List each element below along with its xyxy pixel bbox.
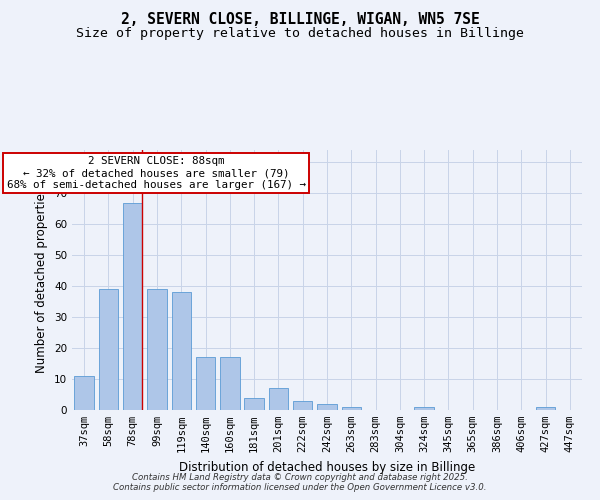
Text: Contains HM Land Registry data © Crown copyright and database right 2025.
Contai: Contains HM Land Registry data © Crown c… <box>113 473 487 492</box>
Bar <box>244 398 264 410</box>
Text: Size of property relative to detached houses in Billinge: Size of property relative to detached ho… <box>76 28 524 40</box>
Bar <box>269 388 288 410</box>
Bar <box>341 407 361 410</box>
Bar <box>220 358 239 410</box>
Bar <box>415 407 434 410</box>
Bar <box>536 407 555 410</box>
Bar <box>99 290 118 410</box>
Text: 2, SEVERN CLOSE, BILLINGE, WIGAN, WN5 7SE: 2, SEVERN CLOSE, BILLINGE, WIGAN, WN5 7S… <box>121 12 479 28</box>
Bar <box>74 376 94 410</box>
Text: 2 SEVERN CLOSE: 88sqm
← 32% of detached houses are smaller (79)
68% of semi-deta: 2 SEVERN CLOSE: 88sqm ← 32% of detached … <box>7 156 305 190</box>
Y-axis label: Number of detached properties: Number of detached properties <box>35 187 49 373</box>
Bar <box>196 358 215 410</box>
Bar <box>317 404 337 410</box>
X-axis label: Distribution of detached houses by size in Billinge: Distribution of detached houses by size … <box>179 460 475 473</box>
Bar <box>123 202 142 410</box>
Bar <box>293 400 313 410</box>
Bar <box>172 292 191 410</box>
Bar <box>147 290 167 410</box>
